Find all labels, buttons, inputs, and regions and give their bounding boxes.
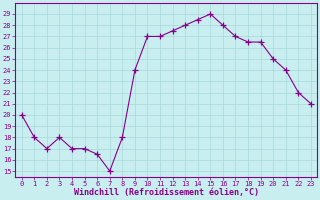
X-axis label: Windchill (Refroidissement éolien,°C): Windchill (Refroidissement éolien,°C) xyxy=(74,188,259,197)
